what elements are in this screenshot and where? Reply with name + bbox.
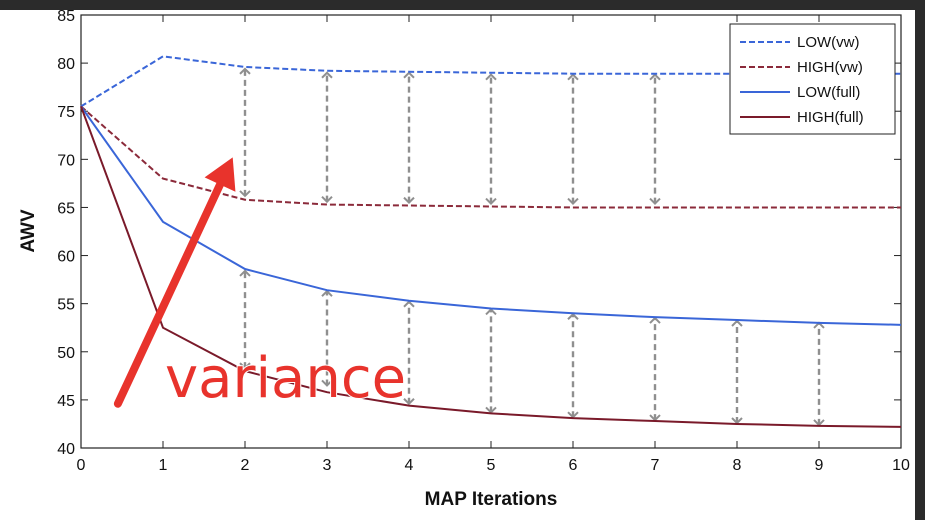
variance-label: variance xyxy=(165,346,406,411)
x-axis-title: MAP Iterations xyxy=(425,489,558,510)
y-tick-label: 60 xyxy=(57,249,75,266)
x-tick-label: 1 xyxy=(159,457,168,474)
y-tick-label: 80 xyxy=(57,56,75,73)
y-tick-labels: 40 45 50 55 60 65 70 75 80 85 xyxy=(57,8,75,458)
top-frame-bar xyxy=(0,0,925,10)
legend-label: LOW(full) xyxy=(797,84,860,101)
x-tick-label: 10 xyxy=(892,457,910,474)
x-tick-label: 0 xyxy=(77,457,86,474)
y-tick-label: 75 xyxy=(57,104,75,121)
right-frame-bar xyxy=(915,0,925,520)
x-tick-label: 2 xyxy=(241,457,250,474)
legend-label: HIGH(full) xyxy=(797,109,864,126)
y-tick-label: 65 xyxy=(57,200,75,217)
x-tick-label: 9 xyxy=(815,457,824,474)
y-tick-label: 40 xyxy=(57,441,75,458)
series-line-low-full xyxy=(80,105,902,326)
x-tick-label: 4 xyxy=(405,457,414,474)
x-tick-label: 6 xyxy=(569,457,578,474)
y-axis-title: AWV xyxy=(18,209,39,253)
x-tick-label: 3 xyxy=(323,457,332,474)
x-tick-label: 8 xyxy=(733,457,742,474)
legend-label: HIGH(vw) xyxy=(797,59,863,76)
gap-arrows xyxy=(239,67,825,427)
y-tick-label: 70 xyxy=(57,152,75,169)
x-tick-labels: 0 1 2 3 4 5 6 7 8 9 10 xyxy=(77,457,910,474)
legend: LOW(vw) HIGH(vw) LOW(full) HIGH(full) xyxy=(729,23,896,135)
y-tick-label: 50 xyxy=(57,345,75,362)
legend-label: LOW(vw) xyxy=(797,34,860,51)
series-line-high-full xyxy=(80,106,902,428)
y-tick-label: 85 xyxy=(57,8,75,25)
x-tick-label: 5 xyxy=(487,457,496,474)
legend-box xyxy=(729,23,896,135)
y-tick-label: 55 xyxy=(57,297,75,314)
variance-arrow-head xyxy=(204,157,236,192)
variance-arrow-shaft xyxy=(113,180,225,408)
x-tick-label: 7 xyxy=(651,457,660,474)
y-tick-label: 45 xyxy=(57,393,75,410)
variance-annotation: variance xyxy=(113,157,407,412)
